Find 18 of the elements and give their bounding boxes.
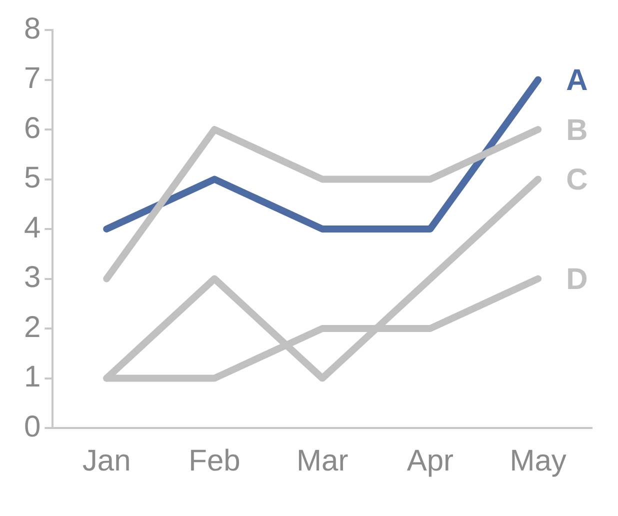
- x-tick-label: Jan: [82, 444, 131, 478]
- series-label: B: [566, 114, 588, 147]
- x-tick-label: Feb: [188, 444, 240, 478]
- y-tick-label: 8: [24, 12, 41, 46]
- x-tick-label: Mar: [296, 444, 348, 478]
- x-tick-label: Apr: [406, 444, 454, 478]
- y-tick-label: 2: [24, 310, 41, 344]
- y-tick-label: 5: [24, 162, 41, 195]
- series-label: C: [566, 164, 588, 197]
- series-label: A: [566, 64, 588, 98]
- y-tick-label: 0: [24, 410, 41, 444]
- y-tick-label: 7: [24, 62, 41, 96]
- series-label: D: [566, 263, 588, 296]
- y-tick-label: 3: [24, 261, 41, 294]
- y-tick-label: 1: [24, 360, 41, 394]
- y-tick-label: 6: [24, 112, 41, 145]
- x-tick-label: May: [510, 444, 566, 478]
- y-tick-label: 4: [24, 211, 41, 244]
